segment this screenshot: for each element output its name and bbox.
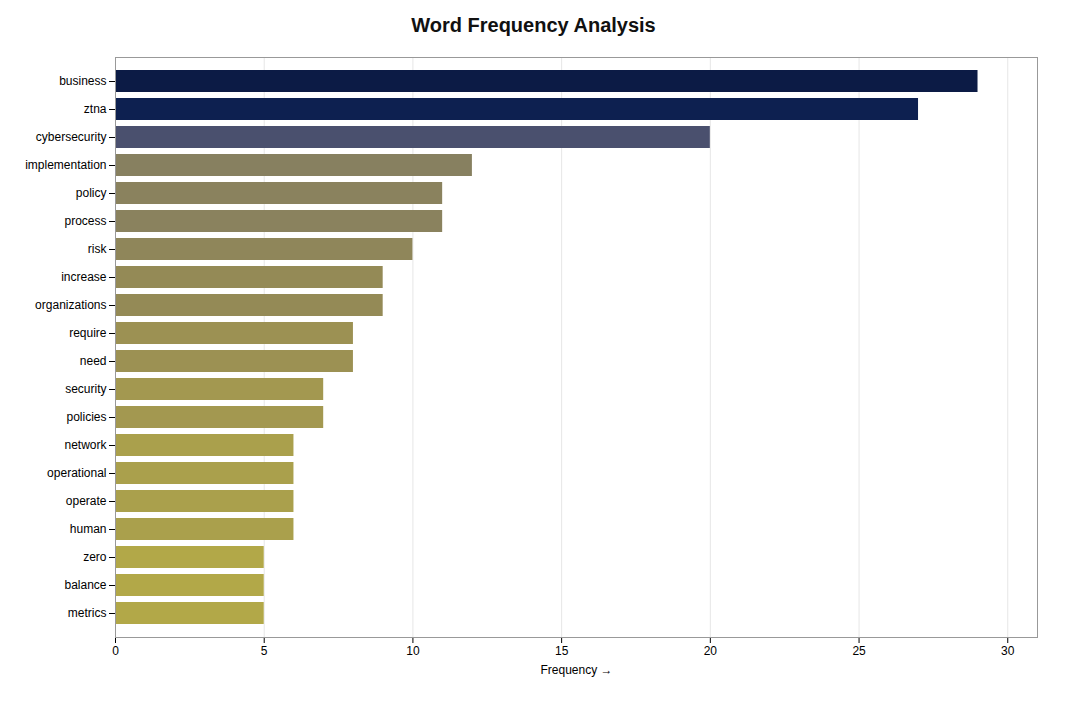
- svg-text:25: 25: [852, 644, 866, 658]
- svg-text:30: 30: [1001, 644, 1015, 658]
- svg-text:5: 5: [261, 644, 268, 658]
- svg-text:implementation: implementation: [25, 158, 106, 172]
- svg-text:need: need: [80, 354, 107, 368]
- svg-text:security: security: [65, 382, 106, 396]
- svg-text:metrics: metrics: [68, 606, 107, 620]
- svg-text:risk: risk: [88, 242, 108, 256]
- svg-text:policy: policy: [76, 186, 107, 200]
- html-text:Word Frequency Analysis: Word Frequency Analysis: [411, 14, 656, 36]
- svg-text:ztna: ztna: [84, 102, 107, 116]
- svg-text:20: 20: [704, 644, 718, 658]
- svg-text:zero: zero: [83, 550, 107, 564]
- svg-text:business: business: [59, 74, 106, 88]
- svg-text:increase: increase: [61, 270, 107, 284]
- svg-text:10: 10: [406, 644, 420, 658]
- svg-text:balance: balance: [64, 578, 106, 592]
- svg-text:process: process: [64, 214, 106, 228]
- svg-text:cybersecurity: cybersecurity: [36, 130, 107, 144]
- svg-text:0: 0: [112, 644, 119, 658]
- svg-text:Frequency →: Frequency →: [540, 663, 612, 677]
- svg-text:policies: policies: [66, 410, 106, 424]
- svg-text:operate: operate: [66, 494, 107, 508]
- svg-text:15: 15: [555, 644, 569, 658]
- svg-text:human: human: [70, 522, 107, 536]
- svg-text:organizations: organizations: [35, 298, 106, 312]
- svg-text:operational: operational: [47, 466, 106, 480]
- svg-text:require: require: [69, 326, 107, 340]
- svg-text:network: network: [64, 438, 107, 452]
